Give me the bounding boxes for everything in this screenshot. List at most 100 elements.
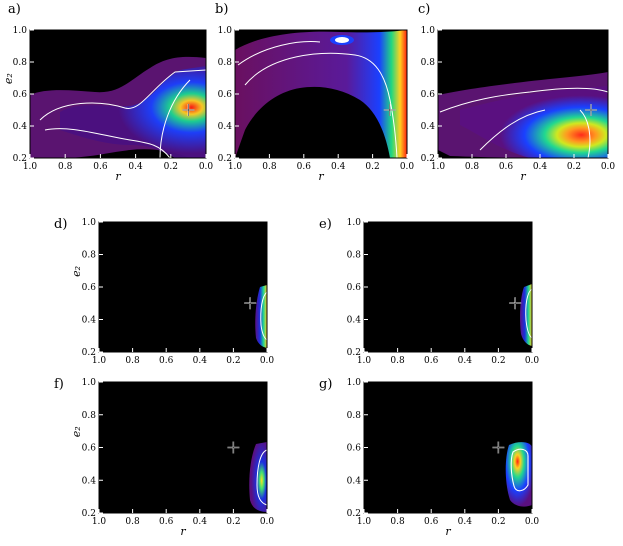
panel-d-xtick-label: 0.6 [159,356,174,366]
panel-f-ytick-label: 0.6 [82,444,97,454]
panel-d-ytick-label: 0.8 [82,251,97,261]
panel-g-label: g) [319,377,332,392]
panel-a-xtick-label: 0.4 [128,162,143,172]
panel-d-ytick-label: 0.2 [82,348,96,358]
panel-a-xtick-label: 0.8 [58,162,73,172]
panel-c-ytick-label: 1.0 [421,26,436,36]
panel-e-xtick-label: 0.4 [458,356,473,366]
panel-d-plot [99,222,267,352]
panel-b-xtick-label: 1.0 [228,162,243,172]
panel-b-label: b) [215,2,228,17]
panel-d-ylabel: e₂ [70,266,83,277]
panel-f-xtick-label: 0.4 [193,517,208,527]
panel-d-ytick-label: 0.6 [82,283,97,293]
panel-e-ytick-label: 0.2 [347,348,361,358]
panel-a-xtick-label: 1.0 [23,162,38,172]
panel-b-xtick-label: 0.2 [365,162,379,172]
panel-f-xlabel: r [180,525,186,538]
panel-f-xtick-label: 0.6 [159,517,174,527]
panel-e-xtick-label: 0.0 [525,356,540,366]
panel-g-xlabel: r [445,525,451,538]
panel-b-xtick-label: 0.4 [331,162,346,172]
panel-f-ytick-label: 0.4 [82,476,97,486]
panel-d-xtick-label: 1.0 [92,356,107,366]
panel-c-ytick-label: 0.8 [421,58,436,68]
panel-a-ytick-label: 0.2 [13,154,27,164]
panel-b-xtick-label: 0.0 [400,162,415,172]
panel-a-xtick-label: 0.0 [199,162,214,172]
panel-c-contour [439,87,608,113]
panel-f-ylabel: e₂ [70,426,83,437]
panel-a-ylabel: e₂ [2,73,15,84]
panel-c-xlabel: r [520,170,526,183]
panel-a-ytick-label: 1.0 [13,26,28,36]
panel-g-ytick-label: 0.6 [347,444,362,454]
panel-d-label: d) [54,217,67,232]
panel-f-ytick-label: 1.0 [82,378,97,388]
panel-e-contour [525,288,533,339]
panel-a-xtick-label: 0.6 [93,162,108,172]
panel-f-xtick-label: 0.2 [226,517,240,527]
panel-c-label: c) [418,2,430,17]
panel-f-ytick-label: 0.2 [82,509,96,519]
panel-b-xtick-label: 0.8 [262,162,277,172]
panel-e-xtick-label: 0.6 [424,356,439,366]
panel-f-label: f) [54,377,64,392]
panel-c-ytick-label: 0.6 [421,90,436,100]
panel-c-xtick-label: 1.0 [431,162,446,172]
panel-a-xlabel: r [115,170,121,183]
panel-e-ytick-label: 0.6 [347,283,362,293]
panel-g-density [505,442,532,507]
panel-c-ytick-label: 0.4 [421,122,436,132]
panel-d [98,221,268,353]
panel-d-contour [260,291,268,341]
panel-f [98,381,268,514]
panel-b-ytick-label: 0.4 [218,122,233,132]
panel-e-label: e) [319,217,332,232]
panel-c [437,29,609,159]
panel-c-xtick-label: 0.8 [465,162,480,172]
panel-c-xtick-label: 0.6 [499,162,514,172]
panel-e-xtick-label: 1.0 [357,356,372,366]
panel-f-ytick-label: 0.8 [82,411,97,421]
panel-f-xtick-label: 0.8 [125,517,140,527]
panel-a-label: a) [8,2,21,17]
panel-d-xtick-label: 0.8 [125,356,140,366]
panel-g-xtick-label: 0.2 [491,517,505,527]
panel-a-xtick-label: 0.2 [164,162,178,172]
panel-b-xtick-label: 0.6 [297,162,312,172]
panel-g-contour [510,448,529,492]
panel-g-xtick-label: 0.4 [458,517,473,527]
panel-g-xtick-label: 0.0 [525,517,540,527]
panel-g-xtick-label: 0.6 [424,517,439,527]
panel-b [234,29,408,159]
panel-g-ytick-label: 1.0 [347,378,362,388]
panel-c-xtick-label: 0.4 [533,162,548,172]
panel-b-ytick-label: 0.6 [218,90,233,100]
panel-g-xtick-label: 1.0 [357,517,372,527]
panel-d-xtick-label: 0.2 [226,356,240,366]
panel-e-plot [364,222,532,352]
panel-a-ytick-label: 0.8 [13,58,28,68]
panel-b-xlabel: r [318,170,324,183]
panel-e-xtick-label: 0.8 [390,356,405,366]
panel-c-xtick-label: 0.2 [567,162,581,172]
panel-a [29,29,207,159]
panel-g-xtick-label: 0.8 [390,517,405,527]
panel-g-plot [364,382,532,513]
panel-b-ytick-label: 0.8 [218,58,233,68]
panel-e-ytick-label: 0.8 [347,251,362,261]
panel-g [363,381,533,514]
panel-f-xtick-label: 1.0 [92,517,107,527]
panel-e-ytick-label: 0.4 [347,316,362,326]
panel-f-density [249,442,267,512]
panel-e-xtick-label: 0.2 [491,356,505,366]
panel-a-contour [39,69,206,121]
panel-g-ytick-label: 0.4 [347,476,362,486]
panel-f-plot [99,382,267,513]
panel-f-contour [256,449,268,506]
panel-d-ytick-label: 0.4 [82,316,97,326]
panel-b-ytick-label: 1.0 [218,26,233,36]
panel-c-ytick-label: 0.2 [421,154,435,164]
